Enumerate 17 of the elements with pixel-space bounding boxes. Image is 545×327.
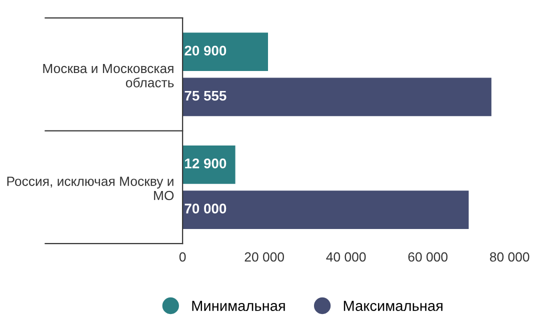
x-tick-label: 0 [179, 252, 186, 262]
data-label: 75 555 [184, 90, 226, 101]
x-tick-label: 20 000 [244, 252, 284, 262]
legend-label: Минимальная [192, 300, 285, 311]
data-label: 70 000 [184, 204, 226, 214]
data-label: 20 900 [184, 46, 226, 56]
legend-label: Максимальная [344, 300, 442, 311]
bar [182, 78, 492, 116]
y-tick-label: Россия, исключая Москву и МО [7, 176, 174, 200]
bar [182, 190, 469, 229]
data-label: 12 900 [185, 158, 226, 168]
x-tick-label: 40 000 [326, 252, 366, 262]
x-tick-label: 60 000 [408, 252, 448, 262]
y-tick-label: Москва и Московская область [43, 64, 174, 88]
x-tick-label: 80 000 [490, 252, 530, 262]
bar [182, 32, 268, 72]
bar [182, 145, 236, 184]
